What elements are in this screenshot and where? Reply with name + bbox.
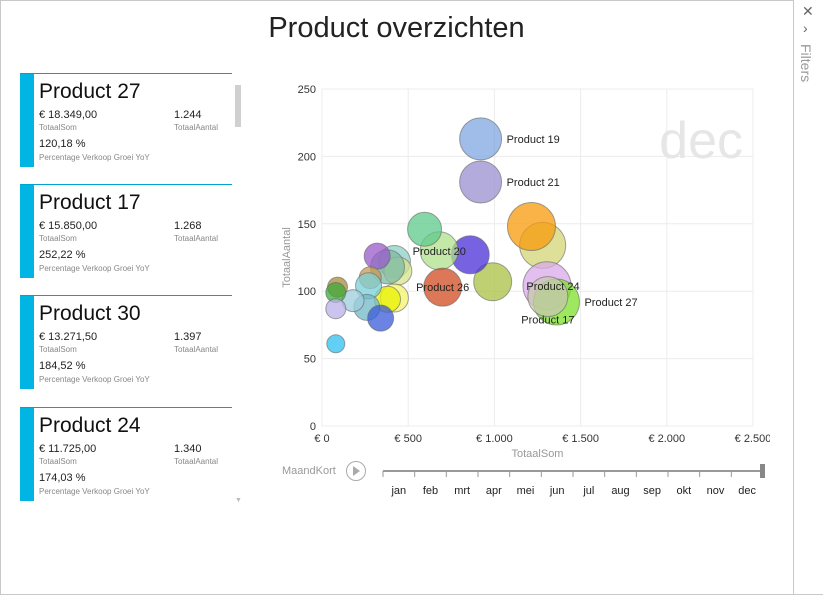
card-growth-value: 184,52 % — [39, 360, 86, 372]
card-list-scrollbar[interactable]: ▼ — [235, 73, 243, 513]
card-sum-label: TotaalSom — [39, 234, 77, 243]
bubble[interactable] — [326, 334, 346, 354]
card-count-value: 1.397 — [174, 331, 202, 343]
product-card[interactable]: Product 27 € 18.349,00 TotaalSom 1.244 T… — [20, 73, 232, 167]
bubble[interactable] — [527, 276, 569, 318]
play-axis-month[interactable]: jun — [549, 485, 565, 497]
card-sum-label: TotaalSom — [39, 123, 77, 132]
product-card[interactable]: Product 17 € 15.850,00 TotaalSom 1.268 T… — [20, 184, 232, 278]
bubble[interactable] — [367, 304, 395, 332]
play-axis-month[interactable]: nov — [707, 485, 725, 497]
play-axis-handle[interactable] — [760, 464, 765, 478]
card-growth-label: Percentage Verkoop Groei YoY — [39, 264, 150, 273]
card-product-name: Product 17 — [39, 191, 141, 214]
card-sum-label: TotaalSom — [39, 457, 77, 466]
card-product-name: Product 30 — [39, 302, 141, 325]
card-growth-value: 174,03 % — [39, 472, 86, 484]
play-axis-month[interactable]: sep — [643, 485, 661, 497]
bubble-label: Product 17 — [521, 315, 574, 327]
x-tick-label: € 2.500 — [735, 433, 770, 445]
play-axis-month[interactable]: apr — [486, 485, 502, 497]
bubble[interactable] — [459, 117, 503, 161]
card-sum-label: TotaalSom — [39, 345, 77, 354]
x-axis-title: TotaalSom — [512, 448, 564, 460]
bubble-label: Product 26 — [416, 282, 469, 294]
x-tick-label: € 500 — [394, 433, 422, 445]
bubble-label: Product 20 — [413, 246, 466, 258]
bubble[interactable] — [459, 160, 503, 204]
play-axis-label: MaandKort — [282, 465, 336, 477]
card-count-label: TotaalAantal — [174, 345, 219, 354]
card-growth-value: 252,22 % — [39, 249, 86, 261]
close-icon[interactable]: ✕ — [802, 3, 814, 19]
bubble[interactable] — [506, 201, 556, 251]
filters-label[interactable]: Filters — [798, 44, 814, 83]
chevron-right-icon[interactable]: › — [803, 20, 808, 36]
card-growth-label: Percentage Verkoop Groei YoY — [39, 375, 150, 384]
card-accent-bar — [20, 408, 34, 501]
scrollbar-thumb[interactable] — [235, 85, 241, 127]
product-card-list[interactable]: Product 27 € 18.349,00 TotaalSom 1.244 T… — [20, 73, 246, 513]
bubble-label: Product 27 — [584, 297, 637, 309]
card-count-value: 1.244 — [174, 109, 202, 121]
y-tick-label: 200 — [298, 151, 316, 163]
card-sum-value: € 15.850,00 — [39, 220, 98, 232]
page-title: Product overzichten — [268, 12, 525, 44]
x-tick-label: € 1.500 — [562, 433, 599, 445]
play-button[interactable] — [346, 461, 366, 481]
bubble-label: Product 19 — [507, 134, 560, 146]
play-axis-month[interactable]: aug — [611, 485, 629, 497]
card-sum-value: € 18.349,00 — [39, 109, 98, 121]
card-count-value: 1.268 — [174, 220, 202, 232]
card-count-label: TotaalAantal — [174, 457, 219, 466]
play-axis-watermark: dec — [659, 112, 743, 170]
bubble-chart[interactable]: dec € 0 € 500 € 1.000 € 1.500 € 2.000 € 2.500 0… — [270, 70, 770, 505]
scroll-down-arrow-icon[interactable]: ▼ — [235, 497, 242, 504]
bubble[interactable] — [363, 242, 391, 270]
card-sum-value: € 13.271,50 — [39, 331, 98, 343]
bubble[interactable] — [473, 262, 513, 302]
card-product-name: Product 24 — [39, 414, 141, 437]
filters-pane[interactable]: ✕ › Filters — [793, 0, 823, 594]
y-tick-label: 250 — [298, 84, 316, 96]
y-tick-label: 50 — [304, 354, 316, 366]
bubble-label: Product 21 — [507, 177, 560, 189]
bubble[interactable] — [325, 298, 347, 320]
bubble[interactable] — [407, 211, 443, 247]
y-tick-label: 150 — [298, 219, 316, 231]
card-count-label: TotaalAantal — [174, 234, 219, 243]
product-card[interactable]: Product 24 € 11.725,00 TotaalSom 1.340 T… — [20, 407, 232, 501]
x-tick-label: € 0 — [314, 433, 329, 445]
x-tick-label: € 1.000 — [476, 433, 513, 445]
card-accent-bar — [20, 74, 34, 167]
bubble[interactable] — [423, 267, 463, 307]
y-tick-label: 100 — [298, 286, 316, 298]
play-axis-month[interactable]: jul — [582, 485, 594, 497]
card-growth-value: 120,18 % — [39, 138, 86, 150]
card-sum-value: € 11.725,00 — [39, 443, 97, 455]
bubble-label: Product 24 — [526, 281, 579, 293]
play-axis-month[interactable]: mrt — [454, 485, 470, 497]
card-growth-label: Percentage Verkoop Groei YoY — [39, 153, 150, 162]
play-axis-month[interactable]: mei — [517, 485, 535, 497]
x-tick-label: € 2.000 — [648, 433, 685, 445]
card-count-value: 1.340 — [174, 443, 202, 455]
play-axis-month[interactable]: okt — [676, 485, 691, 497]
play-axis-month[interactable]: jan — [390, 485, 406, 497]
card-count-label: TotaalAantal — [174, 123, 219, 132]
product-card[interactable]: Product 30 € 13.271,50 TotaalSom 1.397 T… — [20, 295, 232, 389]
card-growth-label: Percentage Verkoop Groei YoY — [39, 487, 150, 496]
play-axis-month[interactable]: feb — [423, 485, 438, 497]
y-tick-label: 0 — [310, 421, 316, 433]
card-product-name: Product 27 — [39, 80, 141, 103]
card-accent-bar — [20, 185, 34, 278]
play-axis-month[interactable]: dec — [738, 485, 756, 497]
y-axis-title: TotaalAantal — [281, 227, 293, 288]
card-accent-bar — [20, 296, 34, 389]
